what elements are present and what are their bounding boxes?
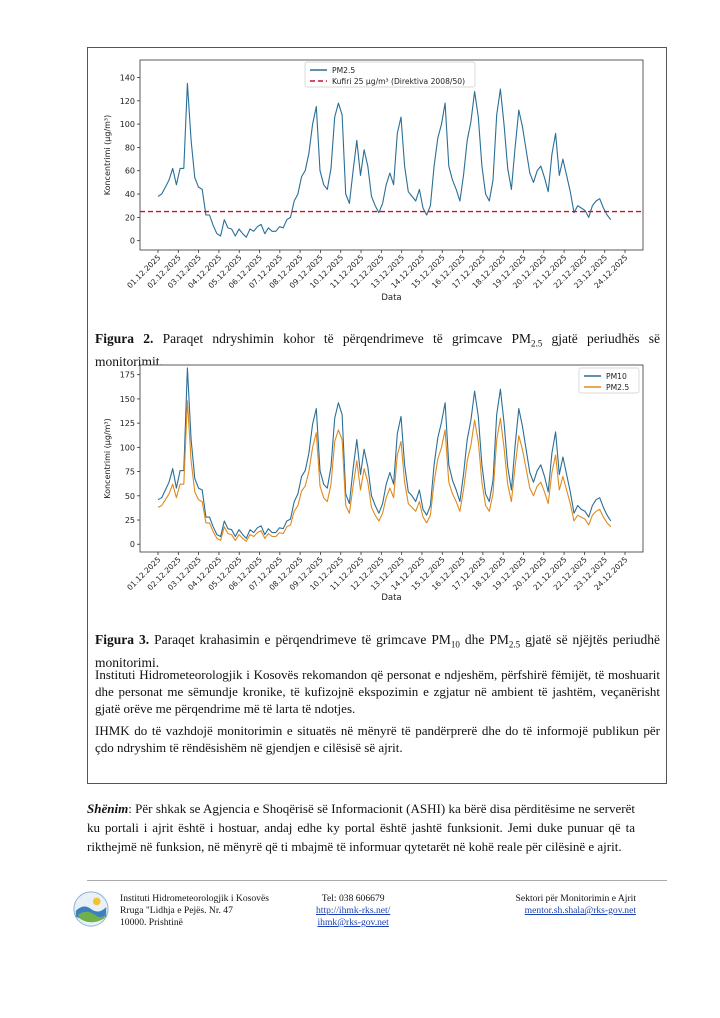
legend-box xyxy=(304,61,476,88)
series-line-pm10 xyxy=(157,367,612,539)
figure3-caption: Figura 3. Paraqet krahasimin e përqendri… xyxy=(95,631,660,671)
legend-label: Kufiri 25 µg/m³ (Direktiva 2008/50) xyxy=(332,77,465,86)
footer-address-line1: Rruga "Lidhja e Pejës. Nr. 47 xyxy=(120,905,233,916)
note-paragraph: Shënim: Për shkak se Agjencia e Shoqëris… xyxy=(87,799,635,856)
footer-divider xyxy=(87,880,667,881)
y-tick-label: 0 xyxy=(130,237,135,246)
y-tick-label: 150 xyxy=(120,395,135,404)
y-tick-label: 120 xyxy=(120,97,135,106)
figure2-caption: Figura 2. Paraqet ndryshimin kohor të pë… xyxy=(95,330,660,370)
figure3-caption-sub1: 10 xyxy=(450,639,460,650)
monitoring-paragraph: IHMK do të vazhdojë monitorimin e situat… xyxy=(95,723,660,755)
figure3-caption-label: Figura 3. xyxy=(95,632,150,647)
y-tick-label: 175 xyxy=(120,371,135,380)
y-tick-label: 75 xyxy=(125,468,135,477)
plot-area xyxy=(139,59,644,251)
legend-label: PM2.5 xyxy=(332,66,355,75)
recommendation-paragraph: Instituti Hidrometeorologjik i Kosovës r… xyxy=(95,667,660,716)
figure2-caption-sub: 2.5 xyxy=(531,338,543,349)
plot-area xyxy=(139,364,644,553)
legend-label: PM2.5 xyxy=(606,383,629,392)
y-tick-label: 80 xyxy=(125,143,135,152)
figure3-caption-sub2: 2.5 xyxy=(508,639,521,650)
footer-address-line2: 10000. Prishtinë xyxy=(120,917,183,928)
legend-label: PM10 xyxy=(606,372,627,381)
footer-sector-email-link[interactable]: mentor.sh.shala@rks-gov.net xyxy=(524,905,636,916)
chart-pm25-timeseries: 02040608010012014001.12.202502.12.202503… xyxy=(103,59,644,303)
y-tick-label: 40 xyxy=(125,190,135,199)
footer-org-name: Instituti Hidrometeorologjik i Kosovës xyxy=(120,893,269,904)
figure-frame xyxy=(87,47,667,784)
footer-contact: Tel: 038 606679 http://ihmk-rks.net/ ihm… xyxy=(316,893,390,929)
x-axis-label: Data xyxy=(381,293,401,303)
y-axis-label: Koncentrimi (µg/m³) xyxy=(103,418,112,499)
chart-pm10-pm25-comparison: 025507510012515017501.12.202502.12.20250… xyxy=(103,364,644,603)
footer-tel: Tel: 038 606679 xyxy=(321,893,385,904)
figure2-caption-label: Figura 2. xyxy=(95,331,154,346)
footer-sector: Sektori për Monitorimin e Ajrit mentor.s… xyxy=(486,893,636,917)
y-tick-label: 0 xyxy=(130,540,135,549)
footer-email-link[interactable]: ihmk@rks-gov.net xyxy=(317,917,389,928)
y-tick-label: 100 xyxy=(120,120,135,129)
series-line-pm2-5 xyxy=(157,82,612,238)
y-tick-label: 25 xyxy=(125,516,135,525)
y-tick-label: 140 xyxy=(120,73,135,82)
y-tick-label: 50 xyxy=(125,492,135,501)
ihmk-logo-icon xyxy=(73,891,109,927)
y-tick-label: 60 xyxy=(125,167,135,176)
figure2-caption-pre: Paraqet ndryshimin kohor të përqendrimev… xyxy=(153,331,532,346)
footer-sector-name: Sektori për Monitorimin e Ajrit xyxy=(515,893,636,904)
y-tick-label: 100 xyxy=(120,443,135,452)
figure3-caption-pre: Paraqet krahasimin e përqendrimeve të gr… xyxy=(149,632,451,647)
series-line-pm2-5 xyxy=(157,400,612,542)
y-tick-label: 20 xyxy=(125,213,135,222)
note-text: : Për shkak se Agjencia e Shoqërisë së I… xyxy=(87,801,635,854)
y-tick-label: 125 xyxy=(120,419,135,428)
figure3-caption-post: gjatë së njëjtës periudhë monitorimi. xyxy=(95,632,660,670)
footer-web-link[interactable]: http://ihmk-rks.net/ xyxy=(316,905,391,916)
y-axis-label: Koncentrimi (µg/m³) xyxy=(103,115,112,196)
x-axis-label: Data xyxy=(381,593,401,603)
figure3-caption-mid: dhe PM xyxy=(459,632,509,647)
note-label: Shënim xyxy=(87,801,129,816)
footer-address: Instituti Hidrometeorologjik i Kosovës R… xyxy=(120,893,269,929)
